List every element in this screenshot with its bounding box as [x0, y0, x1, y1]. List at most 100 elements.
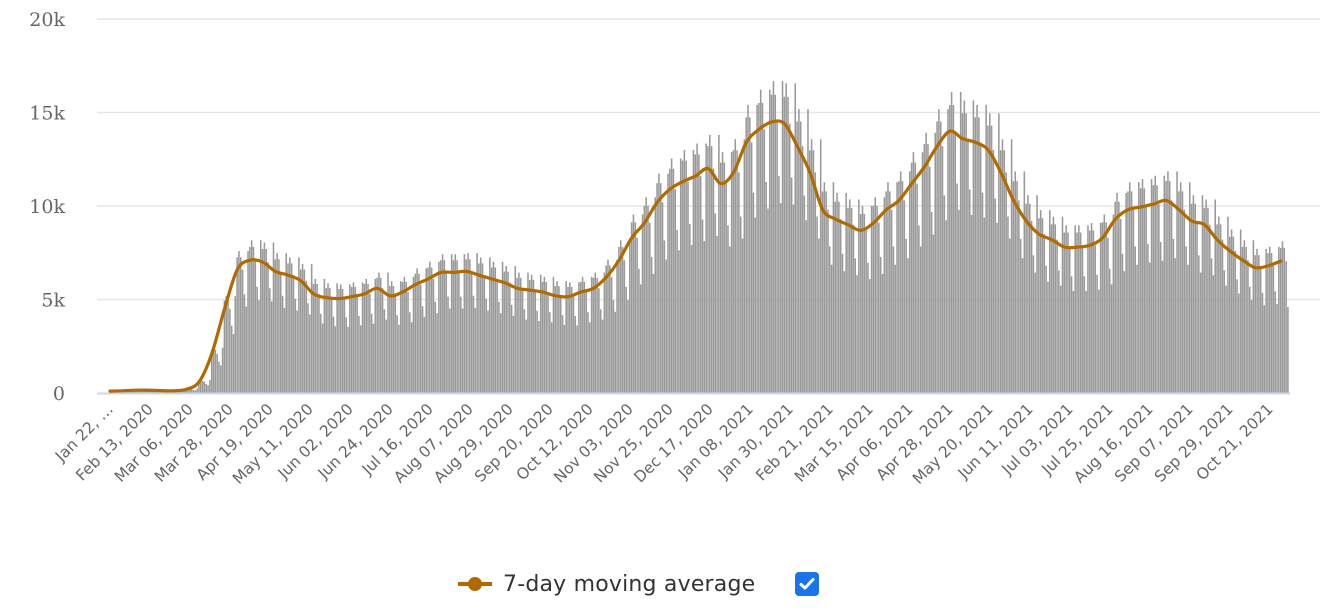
- daily-bar[interactable]: [787, 96, 789, 393]
- daily-bar[interactable]: [885, 191, 887, 393]
- daily-bar[interactable]: [212, 347, 215, 393]
- daily-bar[interactable]: [232, 334, 235, 393]
- daily-bar[interactable]: [1132, 209, 1135, 393]
- daily-bar[interactable]: [459, 296, 462, 393]
- daily-bar[interactable]: [490, 267, 493, 393]
- daily-bar[interactable]: [581, 276, 584, 393]
- daily-bar[interactable]: [707, 146, 709, 393]
- daily-bar[interactable]: [659, 183, 662, 393]
- daily-bar[interactable]: [1027, 195, 1029, 393]
- daily-bar[interactable]: [381, 288, 384, 393]
- daily-bar[interactable]: [350, 286, 353, 393]
- daily-bar[interactable]: [259, 240, 262, 393]
- daily-bar[interactable]: [354, 286, 357, 393]
- daily-bar[interactable]: [718, 134, 720, 393]
- daily-bar[interactable]: [403, 276, 406, 393]
- daily-bar[interactable]: [732, 150, 735, 393]
- daily-bar[interactable]: [443, 260, 446, 393]
- daily-bar[interactable]: [1230, 229, 1233, 393]
- daily-bar[interactable]: [1263, 305, 1266, 393]
- daily-bar[interactable]: [807, 109, 809, 393]
- daily-bar[interactable]: [385, 319, 387, 393]
- daily-bar[interactable]: [643, 205, 646, 393]
- daily-bar[interactable]: [529, 279, 531, 393]
- daily-bar[interactable]: [1145, 206, 1147, 393]
- daily-bar[interactable]: [730, 152, 733, 393]
- daily-bar[interactable]: [836, 192, 838, 393]
- daily-bar[interactable]: [1119, 219, 1122, 393]
- daily-bar[interactable]: [1121, 253, 1124, 393]
- daily-bar[interactable]: [921, 152, 924, 393]
- daily-bar[interactable]: [358, 315, 360, 393]
- daily-bar[interactable]: [945, 220, 947, 393]
- daily-bar[interactable]: [1176, 171, 1178, 393]
- daily-bar[interactable]: [1143, 188, 1146, 393]
- daily-bar[interactable]: [1123, 271, 1126, 393]
- daily-bar[interactable]: [841, 253, 844, 393]
- daily-bar[interactable]: [752, 192, 755, 393]
- daily-bar[interactable]: [734, 139, 737, 393]
- daily-bar[interactable]: [958, 209, 960, 393]
- daily-bar[interactable]: [1107, 237, 1109, 393]
- daily-bar[interactable]: [1094, 245, 1096, 393]
- daily-bar[interactable]: [218, 361, 220, 393]
- daily-bar[interactable]: [243, 294, 246, 393]
- daily-bar[interactable]: [318, 293, 320, 393]
- daily-bar[interactable]: [881, 273, 884, 393]
- daily-bar[interactable]: [854, 258, 857, 393]
- daily-bar[interactable]: [712, 168, 715, 393]
- daily-bar[interactable]: [458, 272, 460, 393]
- daily-bar[interactable]: [987, 125, 989, 393]
- daily-bar[interactable]: [492, 261, 495, 393]
- daily-bar[interactable]: [750, 142, 753, 393]
- daily-bar[interactable]: [601, 319, 604, 393]
- daily-bar[interactable]: [609, 265, 611, 393]
- daily-bar[interactable]: [858, 199, 860, 393]
- daily-bar[interactable]: [852, 224, 855, 393]
- daily-bar[interactable]: [889, 191, 891, 393]
- daily-bar[interactable]: [1076, 232, 1078, 393]
- daily-bar[interactable]: [1141, 179, 1144, 393]
- daily-bar[interactable]: [330, 297, 333, 393]
- daily-bar[interactable]: [1218, 216, 1220, 393]
- daily-bar[interactable]: [621, 246, 624, 393]
- daily-bar[interactable]: [823, 182, 826, 393]
- daily-bar[interactable]: [323, 278, 326, 393]
- daily-bar[interactable]: [281, 295, 284, 393]
- daily-bar[interactable]: [181, 391, 184, 394]
- daily-bar[interactable]: [370, 313, 373, 393]
- daily-bar[interactable]: [585, 292, 587, 393]
- daily-bar[interactable]: [632, 214, 635, 393]
- daily-bar[interactable]: [514, 266, 517, 393]
- daily-bar[interactable]: [216, 353, 218, 393]
- daily-bar[interactable]: [505, 266, 507, 393]
- daily-bar[interactable]: [692, 149, 695, 393]
- daily-bar[interactable]: [845, 192, 847, 393]
- daily-bar[interactable]: [1148, 262, 1151, 393]
- daily-bar[interactable]: [612, 300, 615, 393]
- daily-bar[interactable]: [309, 314, 311, 393]
- daily-bar[interactable]: [378, 272, 380, 393]
- daily-bar[interactable]: [819, 139, 822, 393]
- daily-bar[interactable]: [263, 242, 266, 393]
- daily-bar[interactable]: [678, 250, 680, 393]
- daily-bar[interactable]: [714, 213, 717, 393]
- daily-bar[interactable]: [1070, 276, 1073, 393]
- daily-bar[interactable]: [201, 380, 204, 393]
- daily-bar[interactable]: [483, 275, 486, 393]
- daily-bar[interactable]: [1203, 207, 1206, 393]
- daily-bar[interactable]: [398, 324, 400, 393]
- daily-bar[interactable]: [327, 283, 329, 393]
- daily-bar[interactable]: [1052, 216, 1055, 393]
- daily-bar[interactable]: [681, 160, 684, 393]
- daily-bar[interactable]: [916, 183, 918, 393]
- daily-bar[interactable]: [1083, 276, 1086, 393]
- daily-bar[interactable]: [456, 260, 458, 393]
- daily-bar[interactable]: [981, 192, 984, 393]
- daily-bar[interactable]: [314, 278, 317, 393]
- daily-bar[interactable]: [950, 91, 953, 394]
- daily-bar[interactable]: [778, 176, 780, 393]
- daily-bar[interactable]: [407, 292, 409, 393]
- daily-bar[interactable]: [767, 208, 769, 393]
- daily-bar[interactable]: [694, 154, 697, 393]
